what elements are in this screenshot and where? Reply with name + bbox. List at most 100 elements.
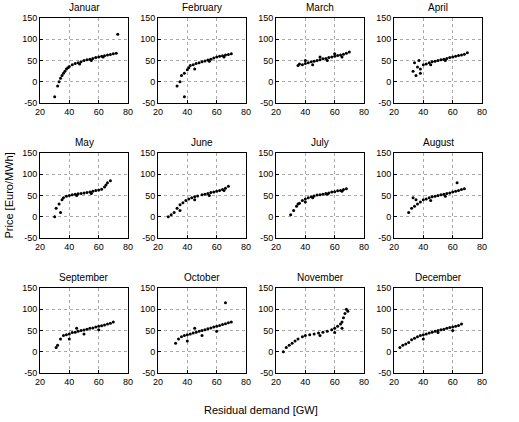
svg-text:0: 0 — [386, 212, 391, 222]
svg-text:150: 150 — [258, 148, 273, 158]
svg-text:50: 50 — [27, 326, 37, 336]
svg-text:80: 80 — [241, 377, 251, 387]
svg-text:0: 0 — [150, 212, 155, 222]
svg-text:150: 150 — [22, 283, 37, 293]
svg-text:100: 100 — [376, 169, 391, 179]
svg-text:80: 80 — [123, 107, 133, 117]
svg-text:50: 50 — [145, 56, 155, 66]
svg-text:20: 20 — [153, 107, 163, 117]
svg-text:-50: -50 — [260, 98, 273, 108]
svg-text:40: 40 — [300, 377, 310, 387]
svg-text:60: 60 — [448, 107, 458, 117]
svg-text:40: 40 — [300, 242, 310, 252]
svg-text:50: 50 — [145, 326, 155, 336]
svg-text:-50: -50 — [378, 368, 391, 378]
svg-text:80: 80 — [359, 377, 369, 387]
svg-text:100: 100 — [376, 34, 391, 44]
svg-text:0: 0 — [386, 347, 391, 357]
svg-text:60: 60 — [94, 377, 104, 387]
svg-text:July: July — [311, 137, 329, 148]
svg-text:80: 80 — [123, 242, 133, 252]
svg-text:150: 150 — [22, 13, 37, 23]
svg-text:100: 100 — [140, 34, 155, 44]
svg-text:50: 50 — [27, 191, 37, 201]
svg-text:150: 150 — [258, 13, 273, 23]
svg-text:20: 20 — [35, 242, 45, 252]
svg-text:November: November — [297, 272, 344, 283]
svg-text:50: 50 — [263, 191, 273, 201]
svg-text:0: 0 — [32, 347, 37, 357]
svg-text:80: 80 — [123, 377, 133, 387]
svg-text:20: 20 — [153, 377, 163, 387]
svg-text:40: 40 — [300, 107, 310, 117]
svg-text:20: 20 — [389, 242, 399, 252]
svg-text:80: 80 — [477, 377, 487, 387]
svg-text:100: 100 — [22, 169, 37, 179]
svg-text:40: 40 — [418, 377, 428, 387]
svg-text:20: 20 — [271, 107, 281, 117]
svg-text:0: 0 — [268, 347, 273, 357]
svg-text:60: 60 — [330, 107, 340, 117]
svg-text:0: 0 — [268, 77, 273, 87]
svg-text:60: 60 — [94, 242, 104, 252]
svg-text:-50: -50 — [24, 233, 37, 243]
svg-text:150: 150 — [376, 13, 391, 23]
svg-text:50: 50 — [27, 56, 37, 66]
svg-text:100: 100 — [258, 304, 273, 314]
svg-text:0: 0 — [268, 212, 273, 222]
svg-text:40: 40 — [418, 107, 428, 117]
svg-text:September: September — [59, 272, 109, 283]
svg-text:150: 150 — [140, 283, 155, 293]
svg-text:100: 100 — [376, 304, 391, 314]
svg-text:0: 0 — [32, 77, 37, 87]
svg-text:80: 80 — [477, 107, 487, 117]
svg-text:80: 80 — [241, 242, 251, 252]
svg-text:150: 150 — [140, 148, 155, 158]
svg-text:40: 40 — [182, 107, 192, 117]
svg-text:Price [Euro/MWh]: Price [Euro/MWh] — [3, 152, 15, 238]
svg-text:150: 150 — [22, 148, 37, 158]
svg-text:Januar: Januar — [69, 2, 100, 13]
svg-text:0: 0 — [150, 77, 155, 87]
svg-text:March: March — [306, 2, 334, 13]
svg-text:80: 80 — [359, 242, 369, 252]
svg-text:-50: -50 — [378, 233, 391, 243]
svg-text:150: 150 — [376, 148, 391, 158]
svg-text:80: 80 — [359, 107, 369, 117]
svg-text:20: 20 — [271, 242, 281, 252]
svg-text:60: 60 — [330, 377, 340, 387]
svg-text:April: April — [428, 2, 448, 13]
svg-text:50: 50 — [381, 56, 391, 66]
svg-text:August: August — [423, 137, 454, 148]
svg-text:50: 50 — [263, 326, 273, 336]
svg-text:0: 0 — [150, 347, 155, 357]
svg-text:60: 60 — [212, 107, 222, 117]
svg-text:40: 40 — [64, 377, 74, 387]
svg-text:40: 40 — [418, 242, 428, 252]
svg-text:100: 100 — [22, 304, 37, 314]
svg-text:100: 100 — [140, 169, 155, 179]
svg-text:50: 50 — [381, 191, 391, 201]
svg-text:60: 60 — [94, 107, 104, 117]
svg-text:60: 60 — [448, 377, 458, 387]
svg-text:20: 20 — [35, 107, 45, 117]
svg-text:60: 60 — [448, 242, 458, 252]
svg-text:-50: -50 — [24, 368, 37, 378]
svg-text:-50: -50 — [378, 98, 391, 108]
svg-text:60: 60 — [212, 377, 222, 387]
svg-text:December: December — [415, 272, 462, 283]
svg-text:-50: -50 — [260, 233, 273, 243]
svg-text:50: 50 — [381, 326, 391, 336]
svg-text:40: 40 — [64, 242, 74, 252]
svg-text:0: 0 — [386, 77, 391, 87]
svg-text:Residual demand [GW]: Residual demand [GW] — [204, 404, 318, 416]
svg-text:150: 150 — [258, 283, 273, 293]
svg-text:50: 50 — [263, 56, 273, 66]
svg-text:20: 20 — [153, 242, 163, 252]
svg-text:50: 50 — [145, 191, 155, 201]
svg-text:40: 40 — [64, 107, 74, 117]
svg-text:100: 100 — [140, 304, 155, 314]
svg-text:40: 40 — [182, 242, 192, 252]
svg-text:20: 20 — [35, 377, 45, 387]
svg-text:-50: -50 — [142, 98, 155, 108]
